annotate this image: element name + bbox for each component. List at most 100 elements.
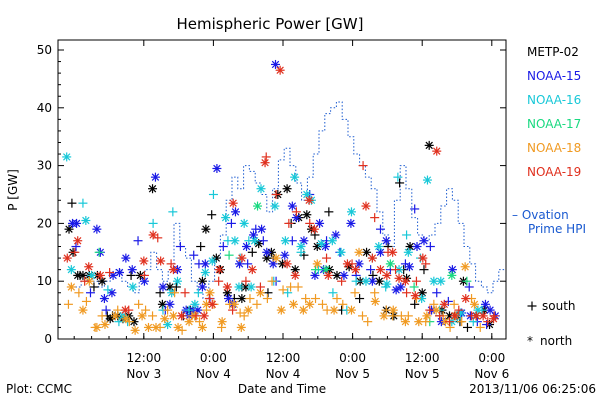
- point-noaa-19-south: [411, 276, 421, 286]
- point-noaa-16-north: [230, 236, 240, 246]
- point-noaa-16-south: [328, 288, 338, 298]
- point-noaa-17-south: [409, 282, 419, 292]
- point-noaa-19-south: [291, 207, 301, 217]
- point-noaa-18-north: [92, 322, 102, 332]
- point-noaa-15-north: [127, 265, 137, 275]
- ovation-hpi-series: [75, 101, 505, 300]
- point-noaa-18-south: [74, 288, 84, 298]
- point-noaa-18-north: [469, 299, 479, 309]
- point-noaa-15-south: [425, 242, 435, 252]
- point-noaa-15-north: [165, 299, 175, 309]
- point-noaa-15-south: [133, 236, 143, 246]
- point-noaa-15-north: [299, 236, 309, 246]
- point-noaa-19-south: [80, 276, 90, 286]
- point-noaa-15-south: [258, 236, 268, 246]
- point-noaa-16-north: [382, 279, 392, 289]
- point-metp-02-north: [282, 184, 292, 194]
- point-noaa-16-north: [290, 172, 300, 182]
- point-noaa-18-south: [457, 317, 467, 327]
- point-noaa-15-south: [175, 242, 185, 252]
- ovation-hpi-line: [75, 101, 505, 300]
- point-metp-02-south: [196, 242, 206, 252]
- point-noaa-16-north: [66, 265, 76, 275]
- point-noaa-18-south: [358, 311, 367, 321]
- point-noaa-19-north: [247, 265, 257, 275]
- point-noaa-16-north: [207, 256, 217, 266]
- point-noaa-19-south: [445, 317, 454, 327]
- point-noaa-19-south: [402, 288, 412, 298]
- point-noaa-16-north: [128, 282, 138, 292]
- point-noaa-18-north: [130, 325, 140, 335]
- point-noaa-19-south: [191, 311, 201, 321]
- point-noaa-18-south: [148, 311, 158, 321]
- point-noaa-19-south: [105, 268, 115, 278]
- point-noaa-18-south: [449, 299, 459, 309]
- legend-north: * north: [527, 334, 572, 348]
- point-noaa-19-north: [375, 265, 385, 275]
- point-metp-02-north: [290, 265, 300, 275]
- point-noaa-18-north: [100, 320, 110, 330]
- plot-timestamp: 2013/11/06 06:25:06: [469, 382, 596, 396]
- point-noaa-17-south: [224, 250, 234, 260]
- point-noaa-18-south: [311, 294, 321, 304]
- point-noaa-15-north: [412, 242, 422, 252]
- point-noaa-18-south: [134, 299, 144, 309]
- point-noaa-18-south: [262, 294, 272, 304]
- x-tick-time-label: 12:00: [266, 351, 301, 365]
- point-noaa-16-north: [374, 242, 384, 252]
- point-noaa-19-north: [95, 270, 105, 280]
- point-noaa-15-north: [375, 247, 385, 257]
- y-tick-label: 0: [44, 332, 52, 346]
- point-noaa-18-south: [170, 288, 180, 298]
- point-noaa-15-north: [212, 163, 222, 173]
- point-noaa-18-north: [201, 299, 211, 309]
- point-noaa-16-north: [200, 268, 210, 278]
- point-noaa-19-north: [418, 253, 428, 263]
- point-noaa-19-north: [323, 270, 333, 280]
- point-noaa-16-south: [208, 190, 218, 199]
- point-noaa-19-north: [367, 253, 377, 263]
- point-noaa-15-north: [114, 268, 124, 278]
- point-noaa-16-south: [351, 276, 361, 286]
- point-metp-02-north: [332, 270, 342, 280]
- point-noaa-18-north: [168, 311, 178, 321]
- point-noaa-18-north: [217, 317, 227, 327]
- point-noaa-18-north: [66, 282, 76, 292]
- point-noaa-19-south: [391, 265, 401, 275]
- point-metp-02-north: [312, 242, 322, 252]
- point-noaa-19-north: [282, 259, 292, 269]
- point-noaa-19-south: [153, 233, 163, 243]
- point-noaa-19-north: [290, 270, 300, 280]
- point-noaa-18-south: [163, 305, 173, 315]
- y-axis: 0 10 20 30 40 50: [37, 43, 506, 346]
- point-noaa-18-south: [81, 296, 91, 306]
- point-noaa-19-south: [271, 190, 281, 199]
- point-noaa-18-north: [460, 262, 470, 272]
- point-noaa-16-north: [234, 282, 244, 292]
- point-noaa-19-north: [84, 262, 94, 272]
- point-noaa-18-north: [229, 299, 239, 309]
- point-noaa-19-south: [425, 305, 435, 315]
- point-noaa-18-south: [267, 276, 277, 286]
- point-noaa-16-north: [280, 236, 290, 246]
- legend-item-noaa-18: NOAA-18: [527, 141, 581, 155]
- point-noaa-18-south: [370, 288, 380, 298]
- point-metp-02-south: [395, 178, 405, 188]
- legend-south-label: south: [542, 299, 576, 313]
- point-noaa-17-north: [253, 201, 263, 211]
- point-noaa-15-north: [99, 294, 109, 304]
- point-noaa-15-north: [280, 250, 290, 260]
- point-noaa-19-south: [255, 282, 265, 292]
- point-noaa-19-north: [73, 236, 83, 246]
- point-noaa-15-south: [71, 242, 81, 252]
- point-noaa-18-north: [312, 259, 322, 269]
- plot-source-label: Plot: CCMC: [6, 382, 72, 396]
- point-metp-02-south: [324, 207, 334, 217]
- point-noaa-16-north: [62, 152, 72, 162]
- point-noaa-18-south: [286, 282, 296, 292]
- point-noaa-16-north: [256, 184, 266, 194]
- point-noaa-19-north: [400, 276, 410, 286]
- point-metp-02-north: [211, 253, 221, 263]
- point-metp-02-north: [237, 294, 247, 304]
- legend-item-noaa-19: NOAA-19: [527, 165, 581, 179]
